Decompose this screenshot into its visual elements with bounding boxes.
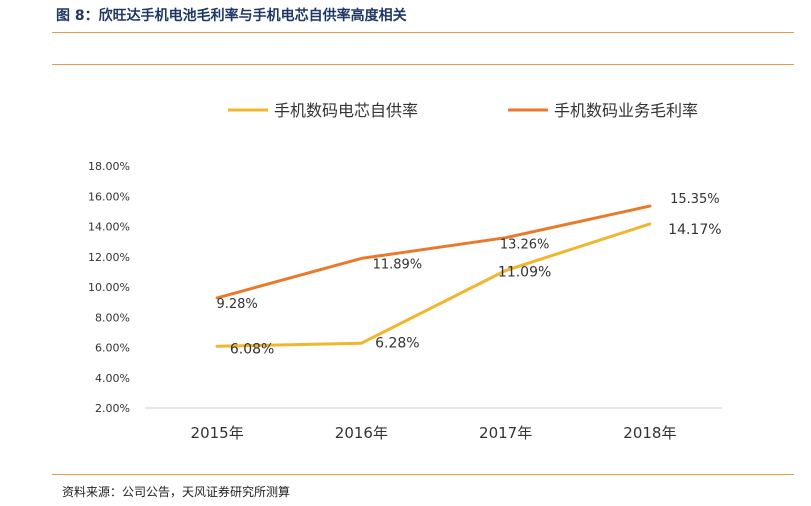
data-labels: 6.08% 6.28% 11.09% 14.17% 9.28% 11.89% 13.26% 1… — [216, 192, 721, 357]
y-axis: 2.00% 4.00% 6.00% 8.00% 10.00% 12.00% 14.00% 16… — [88, 160, 130, 415]
x-tick-label: 2017年 — [479, 424, 532, 442]
title-divider — [52, 32, 794, 33]
x-tick-label: 2015年 — [191, 424, 244, 442]
data-label: 6.28% — [375, 335, 419, 351]
source-note: 资料来源：公司公告，天风证券研究所测算 — [62, 485, 291, 499]
data-label: 14.17% — [668, 222, 721, 238]
y-tick-label: 16.00% — [88, 190, 130, 203]
legend-label: 手机数码业务毛利率 — [554, 101, 698, 120]
figure-title: 图 8：欣旺达手机电池毛利率与手机电芯自供率高度相关 — [56, 8, 407, 24]
chart-top-divider — [52, 64, 794, 65]
x-tick-label: 2018年 — [623, 424, 676, 442]
series-line-2 — [215, 204, 652, 300]
series-group — [215, 204, 652, 348]
y-tick-label: 18.00% — [88, 160, 130, 173]
series-line-1 — [215, 222, 652, 348]
data-label: 11.09% — [498, 265, 551, 281]
data-label: 9.28% — [216, 297, 257, 312]
y-tick-label: 8.00% — [95, 311, 130, 324]
x-tick-label: 2016年 — [335, 424, 388, 442]
data-label: 15.35% — [670, 192, 720, 207]
y-tick-label: 2.00% — [95, 402, 130, 415]
data-label: 6.08% — [230, 341, 274, 357]
source-divider — [52, 474, 794, 475]
y-tick-label: 6.00% — [95, 342, 130, 355]
y-tick-label: 12.00% — [88, 251, 130, 264]
y-tick-label: 10.00% — [88, 281, 130, 294]
data-label: 11.89% — [373, 257, 423, 272]
y-tick-label: 14.00% — [88, 221, 130, 234]
chart-legend: 手机数码电芯自供率 手机数码业务毛利率 — [228, 101, 698, 120]
x-axis: 2015年 2016年 2017年 2018年 — [145, 407, 722, 442]
data-label: 13.26% — [500, 238, 550, 253]
y-tick-label: 4.00% — [95, 372, 130, 385]
legend-label: 手机数码电芯自供率 — [274, 101, 418, 120]
